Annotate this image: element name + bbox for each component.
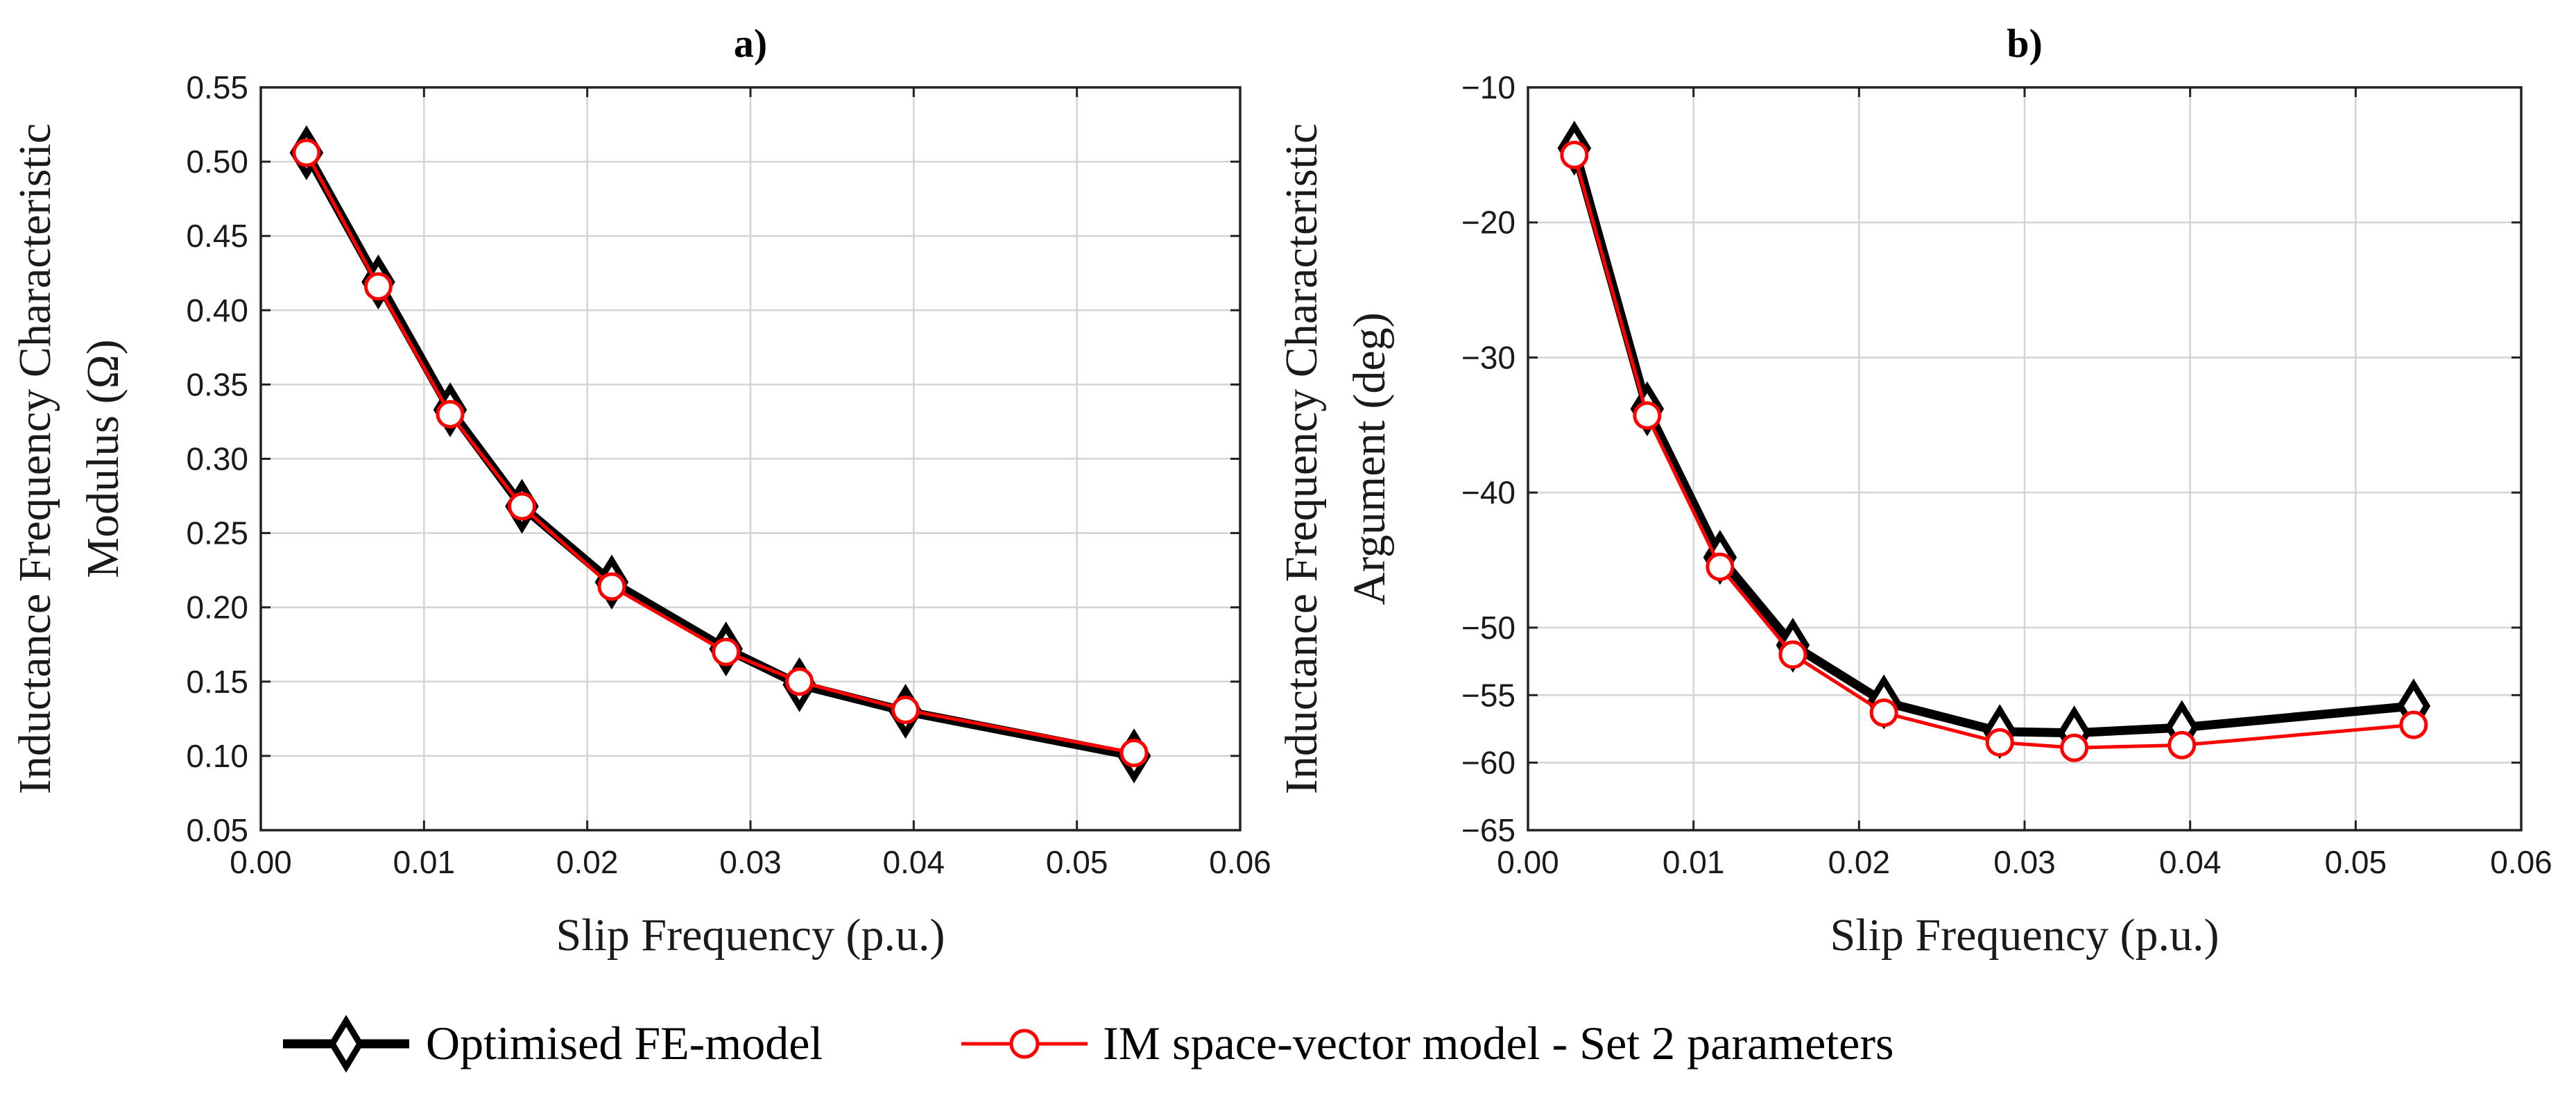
- x-tick-label: 0.04: [883, 844, 945, 880]
- y-tick-label: −55: [1461, 677, 1515, 713]
- y-tick-label: 0.45: [186, 218, 248, 254]
- x-tick-label: 0.03: [719, 844, 782, 880]
- data-point-im: [1706, 552, 1735, 581]
- panel-a: 0.00 0.01 0.02 0.03 0.04 0.05 0.06 0.05 0.10 0.15…: [10, 21, 1271, 961]
- data-point-im: [1633, 401, 1662, 430]
- data-point-im: [436, 399, 465, 429]
- x-axis-label: Slip Frequency (p.u.): [1830, 910, 2219, 961]
- data-point-im: [2399, 710, 2428, 739]
- data-point-im: [2167, 730, 2197, 759]
- legend-marker-fe: [328, 1015, 364, 1073]
- y-tick-label: 0.05: [186, 812, 248, 848]
- x-tick-label: 0.05: [2325, 844, 2387, 880]
- x-tick-label: 0.06: [1209, 844, 1271, 880]
- data-point-im: [363, 272, 393, 301]
- x-tick-label: 0.01: [1663, 844, 1725, 880]
- y-axis-label-line-2: Modulus (Ω): [78, 339, 128, 578]
- y-tick-label: 0.40: [186, 292, 248, 328]
- data-point-im: [1560, 140, 1589, 169]
- panel-b: 0.00 0.01 0.02 0.03 0.04 0.05 0.06 −65 −60 −55 −50…: [1276, 21, 2552, 961]
- x-tick-label: 0.03: [1993, 844, 2056, 880]
- y-tick-label: 0.25: [186, 515, 248, 551]
- y-tick-label: −65: [1461, 812, 1515, 848]
- chart-title: a): [734, 21, 767, 66]
- data-point-im: [292, 138, 321, 167]
- data-point-im: [2060, 733, 2089, 762]
- y-tick-label: 0.15: [186, 664, 248, 700]
- x-tick-label: 0.00: [1497, 844, 1559, 880]
- y-tick-label: −60: [1461, 745, 1515, 781]
- data-point-im: [891, 695, 920, 724]
- y-tick-label: 0.20: [186, 590, 248, 626]
- data-point-im: [1985, 728, 2014, 757]
- x-axis-label: Slip Frequency (p.u.): [556, 910, 945, 961]
- data-point-im: [1869, 698, 1898, 728]
- y-tick-label: 0.10: [186, 738, 248, 774]
- y-axis-label-line-1: Inductance Frequency Characteristic: [10, 123, 60, 795]
- legend: Optimised FE-model IM space-vector model…: [283, 1015, 1894, 1073]
- y-tick-label: −20: [1461, 205, 1515, 241]
- x-tick-label: 0.05: [1046, 844, 1108, 880]
- y-tick-label: −10: [1461, 69, 1515, 105]
- series-line-im: [1572, 153, 2416, 750]
- data-point-im: [1119, 739, 1149, 768]
- data-point-im: [785, 667, 814, 696]
- x-tick-label: 0.01: [393, 844, 456, 880]
- y-axis-label-line-2: Argument (deg): [1344, 312, 1395, 605]
- x-tick-label: 0.02: [1828, 844, 1891, 880]
- x-tick-label: 0.00: [230, 844, 292, 880]
- y-tick-label: 0.55: [186, 69, 248, 105]
- legend-label-im: IM space-vector model - Set 2 parameters: [1103, 1017, 1894, 1069]
- y-tick-label: 0.50: [186, 144, 248, 180]
- data-point-im: [1778, 640, 1808, 669]
- chart-title: b): [2007, 21, 2043, 66]
- x-tick-label: 0.04: [2159, 844, 2222, 880]
- legend-marker-im: [1009, 1029, 1040, 1059]
- data-point-im: [597, 572, 626, 601]
- legend-label-fe: Optimised FE-model: [426, 1017, 823, 1069]
- x-tick-label: 0.02: [556, 844, 619, 880]
- y-tick-label: −50: [1461, 610, 1515, 646]
- x-tick-label: 0.06: [2490, 844, 2552, 880]
- y-tick-label: 0.30: [186, 441, 248, 477]
- y-axis-label-line-1: Inductance Frequency Characteristic: [1276, 123, 1327, 795]
- data-point-im: [508, 492, 537, 521]
- data-point-im: [712, 637, 741, 667]
- y-tick-label: 0.35: [186, 366, 248, 402]
- y-tick-label: −30: [1461, 339, 1515, 375]
- y-tick-label: −40: [1461, 474, 1515, 510]
- series-line-fe: [1570, 144, 2419, 738]
